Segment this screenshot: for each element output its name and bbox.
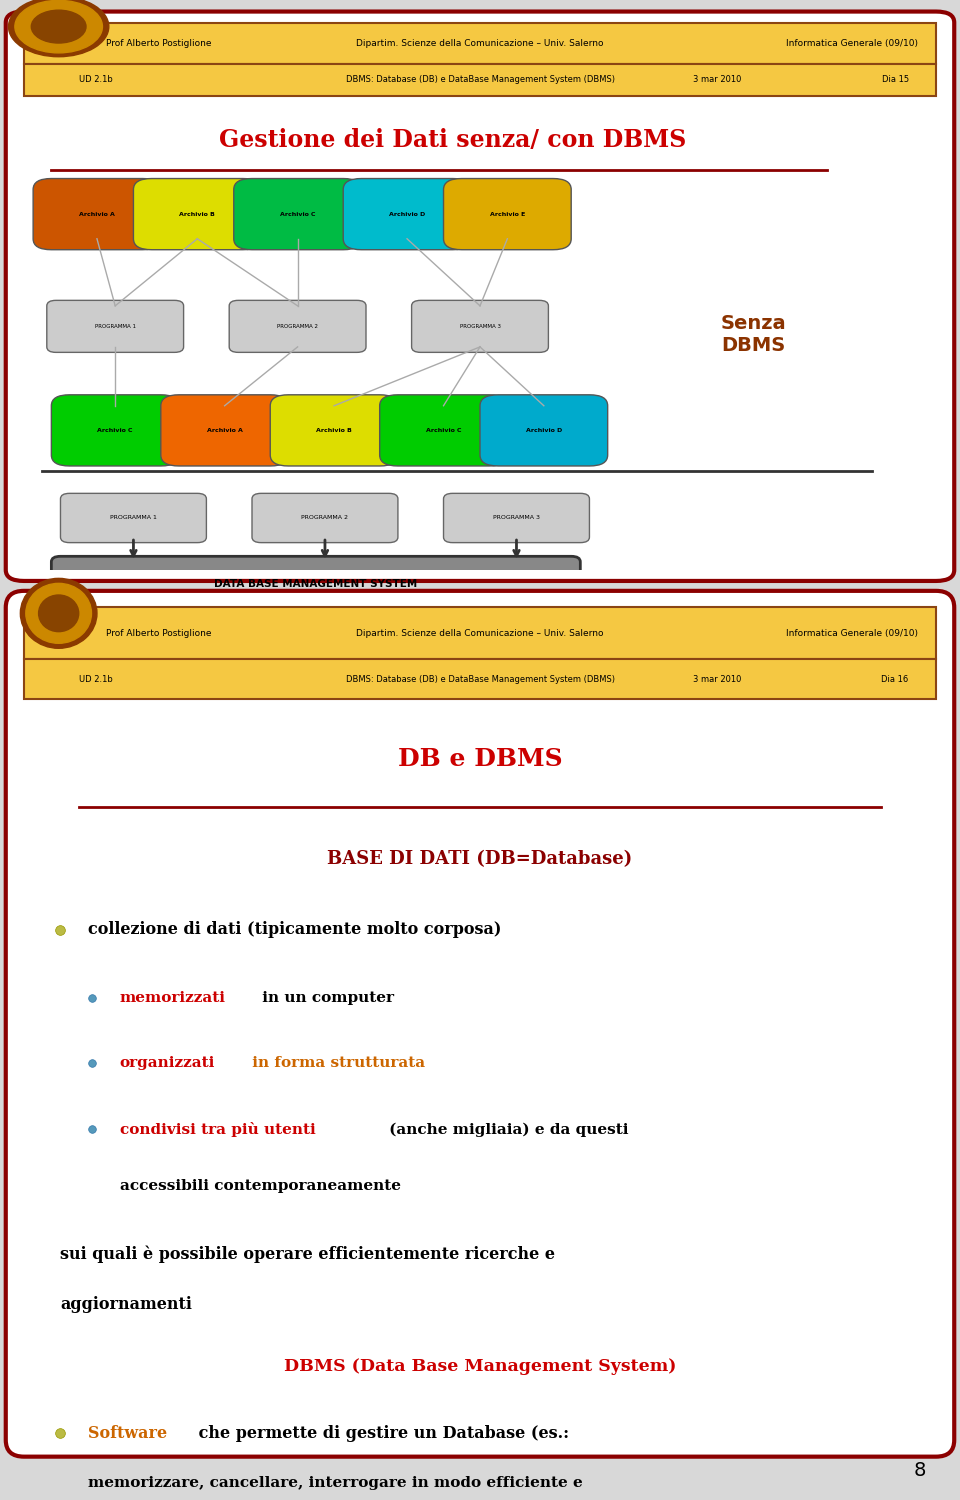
FancyBboxPatch shape <box>33 178 161 249</box>
FancyBboxPatch shape <box>229 300 366 352</box>
Text: Archivio D: Archivio D <box>254 692 286 696</box>
Text: Software: Software <box>88 1425 167 1442</box>
FancyBboxPatch shape <box>133 178 261 249</box>
Text: Dipartim. Scienze della Comunicazione – Univ. Salerno: Dipartim. Scienze della Comunicazione – … <box>356 39 604 48</box>
FancyBboxPatch shape <box>165 634 375 735</box>
Text: Archivio C: Archivio C <box>426 427 461 433</box>
FancyBboxPatch shape <box>344 178 470 249</box>
Text: PROGRAMMA 1: PROGRAMMA 1 <box>95 324 135 328</box>
Text: Archivio D: Archivio D <box>526 427 562 433</box>
FancyBboxPatch shape <box>6 12 954 580</box>
Circle shape <box>32 10 86 44</box>
Text: accessibili contemporaneamente: accessibili contemporaneamente <box>120 1179 400 1192</box>
Text: DATABASE: DATABASE <box>589 678 662 692</box>
Text: Archivio A: Archivio A <box>254 652 286 657</box>
Text: Archivio A: Archivio A <box>79 211 115 216</box>
Circle shape <box>38 596 79 632</box>
Bar <box>24 658 936 699</box>
FancyBboxPatch shape <box>444 494 589 543</box>
Text: Archivio C: Archivio C <box>254 678 286 684</box>
Text: Archivio A: Archivio A <box>206 427 243 433</box>
Circle shape <box>14 0 103 53</box>
Text: Archivio E: Archivio E <box>490 211 525 216</box>
Text: PROGRAMMA 2: PROGRAMMA 2 <box>277 324 318 328</box>
FancyBboxPatch shape <box>160 394 288 466</box>
Text: collezione di dati (tipicamente molto corposa): collezione di dati (tipicamente molto co… <box>88 921 501 938</box>
Text: Dia 15: Dia 15 <box>881 75 908 84</box>
Text: BASE DI DATI (DB=Database): BASE DI DATI (DB=Database) <box>327 850 633 868</box>
Text: condivisi tra più utenti: condivisi tra più utenti <box>120 1122 316 1137</box>
FancyBboxPatch shape <box>60 494 206 543</box>
Text: DBMS (Data Base Management System): DBMS (Data Base Management System) <box>284 1358 676 1376</box>
Text: UD 2.1b: UD 2.1b <box>79 675 112 684</box>
Text: Archivio B: Archivio B <box>254 664 286 670</box>
Text: DB e DBMS: DB e DBMS <box>397 747 563 771</box>
Text: Dia 16: Dia 16 <box>881 675 908 684</box>
Text: 3 mar 2010: 3 mar 2010 <box>693 675 741 684</box>
Bar <box>24 63 936 96</box>
Text: PROGRAMMA 2: PROGRAMMA 2 <box>301 516 348 520</box>
Text: Informatica Generale (09/10): Informatica Generale (09/10) <box>785 39 918 48</box>
FancyBboxPatch shape <box>380 394 507 466</box>
Text: PROGRAMMA 3: PROGRAMMA 3 <box>460 324 500 328</box>
FancyBboxPatch shape <box>47 300 183 352</box>
FancyBboxPatch shape <box>480 394 608 466</box>
FancyBboxPatch shape <box>234 178 361 249</box>
Text: ...: ... <box>267 718 274 723</box>
FancyBboxPatch shape <box>6 591 954 1456</box>
Bar <box>24 608 936 658</box>
FancyBboxPatch shape <box>444 178 571 249</box>
Text: che permette di gestire un Database (es.:: che permette di gestire un Database (es.… <box>193 1425 569 1442</box>
FancyBboxPatch shape <box>252 494 398 543</box>
Text: UD 2.1b: UD 2.1b <box>79 75 112 84</box>
Text: DATA BASE MANAGEMENT SYSTEM: DATA BASE MANAGEMENT SYSTEM <box>214 579 418 588</box>
Text: 3 mar 2010: 3 mar 2010 <box>693 75 741 84</box>
Text: Con
DBMS: Con DBMS <box>740 588 804 628</box>
FancyBboxPatch shape <box>52 556 580 610</box>
FancyBboxPatch shape <box>52 394 180 466</box>
Text: Gestione dei Dati senza/ con DBMS: Gestione dei Dati senza/ con DBMS <box>219 128 686 152</box>
Text: (anche migliaia) e da questi: (anche migliaia) e da questi <box>384 1122 629 1137</box>
Text: Prof Alberto Postiglione: Prof Alberto Postiglione <box>106 628 211 638</box>
Bar <box>24 22 936 63</box>
Text: Senza
DBMS: Senza DBMS <box>721 314 786 356</box>
Text: PROGRAMMA 3: PROGRAMMA 3 <box>493 516 540 520</box>
Circle shape <box>9 0 108 57</box>
Text: Archivio B: Archivio B <box>180 211 215 216</box>
Text: PROGRAMMA 1: PROGRAMMA 1 <box>110 516 156 520</box>
Text: Dipartim. Scienze della Comunicazione – Univ. Salerno: Dipartim. Scienze della Comunicazione – … <box>356 628 604 638</box>
Text: Prof Alberto Postiglione: Prof Alberto Postiglione <box>106 39 211 48</box>
Text: Archivio C: Archivio C <box>280 211 315 216</box>
Text: sui quali è possibile operare efficientemente ricerche e: sui quali è possibile operare efficiente… <box>60 1245 556 1263</box>
Text: memorizzare, cancellare, interrogare in modo efficiente e: memorizzare, cancellare, interrogare in … <box>88 1476 583 1491</box>
Text: aggiornamenti: aggiornamenti <box>60 1296 192 1312</box>
Text: organizzati: organizzati <box>120 1056 215 1070</box>
Text: Informatica Generale (09/10): Informatica Generale (09/10) <box>785 628 918 638</box>
Text: Archivio E: Archivio E <box>254 705 286 710</box>
FancyBboxPatch shape <box>271 394 398 466</box>
Text: DBMS: Database (DB) e DataBase Management System (DBMS): DBMS: Database (DB) e DataBase Managemen… <box>346 675 614 684</box>
Text: memorizzati: memorizzati <box>120 992 226 1005</box>
Circle shape <box>26 584 91 644</box>
Text: 8: 8 <box>914 1461 926 1480</box>
Circle shape <box>20 579 97 648</box>
Text: in forma strutturata: in forma strutturata <box>248 1056 425 1070</box>
Text: Archivio B: Archivio B <box>316 427 352 433</box>
Text: Archivio D: Archivio D <box>389 211 425 216</box>
Text: Archivio C: Archivio C <box>98 427 132 433</box>
Text: DBMS: Database (DB) e DataBase Management System (DBMS): DBMS: Database (DB) e DataBase Managemen… <box>346 75 614 84</box>
Text: in un computer: in un computer <box>256 992 394 1005</box>
FancyBboxPatch shape <box>412 300 548 352</box>
